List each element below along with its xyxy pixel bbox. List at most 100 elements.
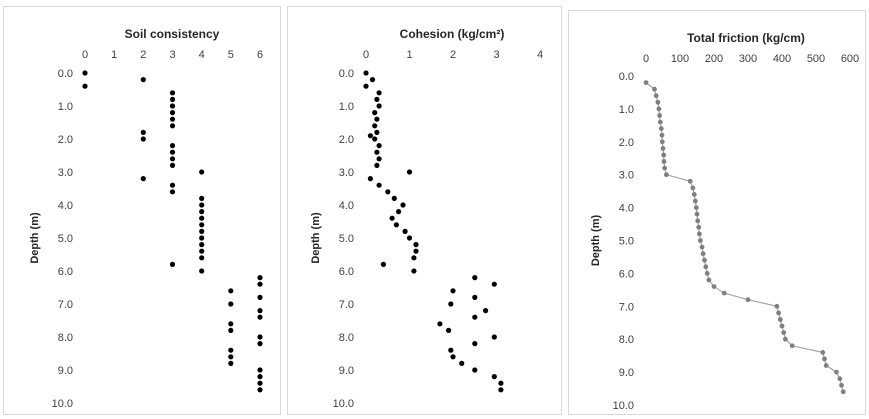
x-tick-label: 100 (671, 53, 689, 65)
data-point (376, 90, 382, 96)
data-point (695, 218, 701, 224)
data-point (199, 215, 205, 221)
data-point (140, 176, 146, 182)
data-point (169, 90, 176, 96)
chart-total-friction: Total friction (kg/cm) 0 100 200 300 400 500 60… (590, 31, 859, 412)
data-point (472, 367, 478, 373)
data-point (690, 185, 696, 191)
data-point (374, 96, 380, 102)
data-point (652, 86, 657, 92)
x-tick-label: 2 (450, 49, 456, 61)
data-point (257, 334, 263, 340)
y-tick-label: 8.0 (619, 334, 634, 346)
data-point (781, 330, 787, 335)
data-point (411, 255, 417, 261)
data-point (376, 156, 382, 162)
data-point (656, 106, 662, 112)
data-point (699, 244, 705, 250)
data-point (376, 143, 382, 149)
data-point (659, 139, 665, 145)
data-point (783, 336, 788, 342)
data-point (199, 268, 205, 274)
y-tick-label: 10.0 (333, 398, 354, 410)
data-point (199, 169, 205, 175)
data-point (659, 132, 665, 138)
data-point (660, 146, 666, 151)
data-point (657, 119, 663, 125)
data-point (369, 77, 376, 83)
data-point (820, 350, 826, 355)
data-point (657, 113, 662, 118)
data-point (662, 165, 668, 171)
data-point (199, 228, 205, 234)
data-point (711, 284, 717, 289)
y-tick-label: 5.0 (339, 233, 354, 245)
data-point (834, 369, 839, 375)
data-point (692, 198, 698, 204)
data-point (706, 277, 712, 283)
data-point (437, 321, 443, 327)
x-tick-label: 5 (228, 49, 234, 61)
data-point (140, 136, 146, 142)
data-point (367, 176, 373, 182)
data-point (411, 268, 417, 274)
y-tick-label: 7.0 (619, 301, 634, 313)
y-tick-label: 8.0 (339, 332, 354, 344)
data-point (374, 149, 380, 155)
y-tick-label: 4.0 (339, 200, 354, 212)
data-point (169, 96, 176, 102)
data-point (376, 182, 382, 188)
data-point (257, 387, 263, 393)
data-point (169, 143, 176, 149)
data-point (169, 156, 176, 162)
data-point (687, 178, 693, 184)
x-tick-label: 1 (111, 49, 117, 61)
data-point (776, 310, 781, 316)
data-point (693, 205, 699, 211)
data-point (257, 308, 263, 314)
data-point (169, 189, 176, 195)
data-point (702, 257, 707, 263)
data-point (82, 70, 88, 76)
data-point (822, 356, 827, 362)
data-point (380, 261, 386, 267)
x-tick-label: 4 (199, 49, 205, 61)
data-point (472, 294, 478, 300)
data-point (228, 327, 234, 333)
chart-title: Soil consistency (125, 27, 220, 41)
data-point (837, 376, 843, 382)
data-point (169, 110, 176, 116)
data-point (697, 231, 702, 237)
data-point (655, 99, 661, 105)
y-tick-label: 6.0 (339, 266, 354, 278)
x-tick-label: 300 (739, 53, 757, 65)
x-tick-label: 0 (363, 49, 369, 61)
y-tick-label: 1.0 (339, 101, 354, 113)
data-point (367, 133, 373, 139)
data-point (257, 294, 263, 300)
data-point (228, 301, 234, 307)
data-point (140, 129, 146, 135)
data-point (374, 129, 380, 135)
data-point (450, 354, 456, 360)
y-tick-label: 10.0 (613, 400, 634, 412)
data-point (694, 211, 700, 217)
data-point (661, 159, 667, 164)
x-tick-label: 0 (643, 53, 649, 65)
data-point (372, 123, 378, 129)
data-point (498, 380, 504, 386)
data-point (840, 389, 846, 395)
data-point (169, 182, 176, 188)
x-tick-label: 3 (169, 49, 175, 61)
data-point (363, 83, 369, 89)
y-tick-label: 9.0 (58, 365, 73, 377)
y-tick-label: 7.0 (339, 299, 354, 311)
y-tick-label: 0.0 (619, 71, 634, 83)
x-tick-label: 2 (140, 49, 146, 61)
y-tick-label: 10.0 (52, 398, 73, 410)
y-tick-label: 6.0 (58, 266, 73, 278)
data-point (745, 297, 751, 303)
data-point (257, 374, 263, 380)
data-point (698, 238, 703, 243)
